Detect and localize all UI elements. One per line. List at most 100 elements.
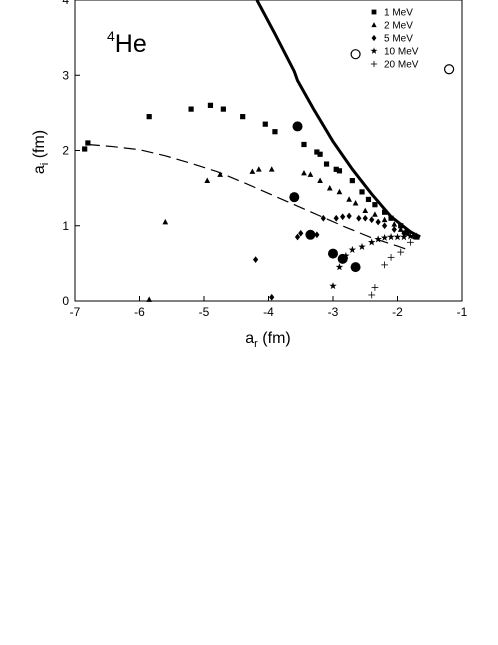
filled-circle-point bbox=[289, 192, 300, 203]
point-1-mev bbox=[323, 161, 330, 167]
point-20-mev bbox=[371, 284, 379, 291]
point-1-mev bbox=[82, 146, 88, 152]
point-1-mev bbox=[85, 140, 91, 146]
legend-marker-10-mev bbox=[370, 47, 378, 54]
point-1-mev bbox=[365, 196, 372, 203]
point-10-mev bbox=[413, 232, 421, 240]
point-5-mev bbox=[362, 214, 368, 222]
legend-marker-5-mev bbox=[371, 34, 377, 42]
point-2-mev bbox=[397, 226, 404, 232]
point-2-mev bbox=[346, 196, 352, 202]
legend: 1 MeV 2 MeV 5 MeV 10 MeV 20 MeV bbox=[370, 8, 419, 71]
point-2-mev bbox=[362, 207, 369, 214]
point-20-mev bbox=[381, 261, 388, 269]
point-2-mev bbox=[317, 177, 323, 183]
x-tick-label: -7 bbox=[70, 305, 81, 319]
point-2-mev bbox=[146, 296, 153, 302]
point-2-mev bbox=[326, 185, 333, 191]
legend-label-10-mev: 10 MeV bbox=[384, 47, 419, 58]
point-5-mev bbox=[411, 232, 417, 240]
point-5-mev bbox=[269, 293, 275, 301]
legend-label-5-mev: 5 MeV bbox=[384, 34, 413, 45]
point-2-mev bbox=[381, 216, 388, 223]
point-1-mev bbox=[317, 151, 323, 157]
point-5-mev bbox=[382, 222, 388, 230]
y-axis-label-sub: i bbox=[39, 163, 51, 165]
point-10-mev bbox=[380, 233, 389, 241]
point-2-mev bbox=[255, 166, 262, 172]
point-10-mev bbox=[393, 233, 402, 241]
point-2-mev bbox=[391, 221, 398, 227]
point-1-mev bbox=[272, 129, 278, 135]
point-1-mev bbox=[262, 121, 268, 127]
x-tick-label: -4 bbox=[263, 305, 274, 319]
point-5-mev bbox=[333, 214, 339, 222]
point-1-mev bbox=[336, 168, 343, 174]
legend-label-1-mev: 1 MeV bbox=[384, 8, 413, 19]
point-10-mev bbox=[358, 242, 366, 250]
point-1-mev bbox=[207, 102, 214, 108]
x-tick-label: -3 bbox=[328, 305, 339, 319]
x-axis-label: ar (fm) bbox=[245, 330, 290, 350]
filled-circle-point bbox=[328, 248, 338, 259]
point-1-mev bbox=[359, 189, 365, 195]
point-10-mev bbox=[335, 263, 344, 271]
point-5-mev bbox=[391, 226, 397, 233]
x-tick-label: -6 bbox=[134, 305, 145, 319]
y-tick-label: 4 bbox=[62, 0, 69, 7]
point-1-mev bbox=[333, 166, 339, 172]
point-2-mev bbox=[336, 188, 343, 195]
point-1-mev bbox=[146, 114, 152, 120]
open-circle-point bbox=[350, 49, 361, 60]
point-10-mev bbox=[368, 238, 376, 246]
annotation-superscript: 4 bbox=[107, 28, 115, 44]
point-20-mev bbox=[368, 291, 376, 299]
y-tick-label: 1 bbox=[62, 219, 69, 233]
filled-circle-point bbox=[292, 121, 303, 132]
point-10-mev bbox=[374, 235, 382, 243]
filled-circle-point bbox=[305, 229, 316, 240]
point-5-mev bbox=[369, 216, 375, 224]
y-axis-label-main: a bbox=[31, 165, 48, 174]
filled-circle-point bbox=[350, 262, 361, 273]
x-axis-label-main: a bbox=[245, 330, 254, 347]
y-tick-label: 0 bbox=[62, 294, 69, 308]
point-10-mev bbox=[329, 282, 337, 290]
filled-circle-point bbox=[337, 253, 348, 264]
annotation-label: 4He bbox=[107, 28, 147, 58]
x-axis-label-sub: r bbox=[254, 338, 258, 350]
legend-label-20-mev: 20 MeV bbox=[384, 60, 419, 71]
point-10-mev bbox=[406, 232, 415, 240]
open-circle-point bbox=[444, 64, 455, 75]
legend-marker-1-mev bbox=[371, 9, 377, 15]
point-1-mev bbox=[388, 215, 394, 221]
point-1-mev bbox=[188, 106, 194, 112]
point-5-mev bbox=[294, 233, 301, 241]
point-10-mev bbox=[387, 233, 395, 241]
point-1-mev bbox=[314, 149, 320, 155]
point-10-mev bbox=[348, 245, 357, 253]
point-2-mev bbox=[217, 171, 223, 177]
y-tick-label: 3 bbox=[62, 68, 69, 82]
point-20-mev bbox=[387, 253, 395, 261]
point-20-mev bbox=[407, 238, 414, 246]
point-2-mev bbox=[372, 211, 378, 217]
point-5-mev bbox=[253, 256, 259, 263]
point-5-mev bbox=[314, 231, 320, 239]
point-5-mev bbox=[356, 214, 362, 222]
x-tick-label: -5 bbox=[199, 305, 210, 319]
point-5-mev bbox=[346, 212, 352, 220]
point-5-mev bbox=[375, 218, 381, 226]
ticks-layer: -7 -6 -5 -4 -3 -2 -1 0 1 2 3 4 bbox=[62, 0, 468, 319]
markers-layer bbox=[82, 49, 455, 302]
point-2-mev bbox=[301, 169, 307, 176]
point-2-mev bbox=[249, 168, 256, 174]
x-axis-label-unit: (fm) bbox=[258, 330, 291, 347]
point-5-mev bbox=[340, 213, 346, 221]
point-1-mev bbox=[220, 106, 226, 112]
legend-marker-20-mev bbox=[370, 60, 378, 68]
point-10-mev bbox=[400, 233, 408, 241]
point-1-mev bbox=[349, 178, 355, 184]
legend-marker-2-mev bbox=[371, 22, 377, 28]
